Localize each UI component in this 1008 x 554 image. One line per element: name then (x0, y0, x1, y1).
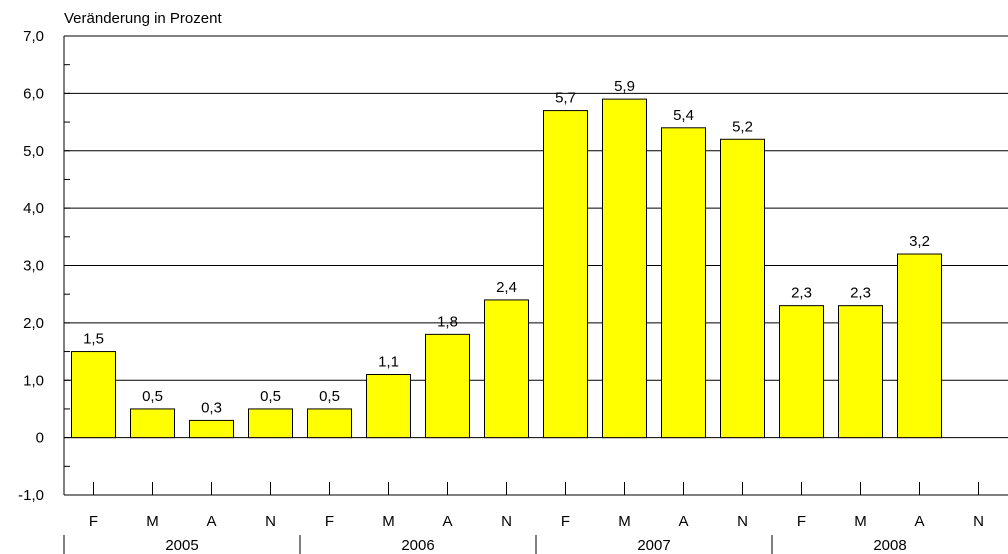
y-tick-label: 2,0 (23, 315, 44, 332)
bars (71, 98, 942, 439)
x-tick-label: A (678, 513, 688, 530)
y-tick-label: 1,0 (23, 372, 44, 389)
bar (838, 305, 883, 439)
bar-value-label: 5,2 (732, 118, 753, 135)
x-tick-label: F (89, 513, 98, 530)
bar (602, 98, 647, 439)
y-tick-label: 7,0 (23, 28, 44, 45)
bar-value-label: 0,5 (142, 388, 163, 405)
bar-value-label: 1,8 (437, 313, 458, 330)
bar-value-label: 2,3 (791, 285, 812, 302)
y-axis-label: Veränderung in Prozent (64, 10, 222, 27)
year-label: 2006 (401, 537, 434, 554)
bar (189, 419, 234, 439)
year-label: 2007 (637, 537, 670, 554)
x-tick-label: A (914, 513, 924, 530)
year-label: 2005 (165, 537, 198, 554)
y-tick-label: -1,0 (18, 487, 44, 504)
x-tick-label: N (737, 513, 748, 530)
year-label: 2008 (873, 537, 906, 554)
x-tick-label: M (146, 513, 159, 530)
bar (130, 408, 175, 439)
x-tick-label: A (206, 513, 216, 530)
y-tick-label: 5,0 (23, 143, 44, 160)
bar-value-label: 1,1 (378, 354, 399, 371)
x-tick-label: N (501, 513, 512, 530)
x-tick-label: F (797, 513, 806, 530)
bar-value-label: 2,4 (496, 279, 517, 296)
bar (366, 374, 411, 439)
x-axis-labels: F M A N F M A N F M A N F M A N 2005 2006 2007 2008 (63, 482, 984, 554)
bar-value-label: 1,5 (83, 331, 104, 348)
x-tick-label: M (618, 513, 631, 530)
x-tick-label: N (973, 513, 984, 530)
x-tick-label: M (854, 513, 867, 530)
bar-value-label: 5,7 (555, 90, 576, 107)
bar-value-label: 5,9 (614, 78, 635, 95)
bar (720, 138, 765, 439)
bar-value-labels: 1,5 0,5 0,3 0,5 0,5 1,1 1,8 2,4 5,7 5,9 5,4 5,2 2,3 2… (83, 78, 930, 416)
bar (484, 299, 529, 439)
bar-value-label: 3,2 (909, 233, 930, 250)
x-tick-label: M (382, 513, 395, 530)
bar-value-label: 0,3 (201, 399, 222, 416)
bar (779, 305, 824, 439)
bar (71, 351, 116, 439)
bar-value-label: 0,5 (319, 388, 340, 405)
bar (661, 127, 706, 439)
bar-value-label: 0,5 (260, 388, 281, 405)
bar (425, 333, 470, 439)
y-tick-label: 4,0 (23, 200, 44, 217)
bar (897, 253, 942, 439)
bar-value-label: 5,4 (673, 107, 694, 124)
y-tick-label: 3,0 (23, 258, 44, 275)
axes: Veränderung in Prozent -1,0 0 1,0 2,0 3,0 4,0… (18, 10, 1008, 504)
gridlines (64, 35, 1008, 496)
x-tick-label: F (561, 513, 570, 530)
x-tick-label: F (325, 513, 334, 530)
y-tick-label: 0 (36, 430, 44, 447)
x-tick-label: A (442, 513, 452, 530)
x-tick-label: N (265, 513, 276, 530)
bar (543, 110, 588, 439)
bar-value-label: 2,3 (850, 285, 871, 302)
bar (248, 408, 293, 439)
y-tick-label: 6,0 (23, 85, 44, 102)
bar (307, 408, 352, 439)
